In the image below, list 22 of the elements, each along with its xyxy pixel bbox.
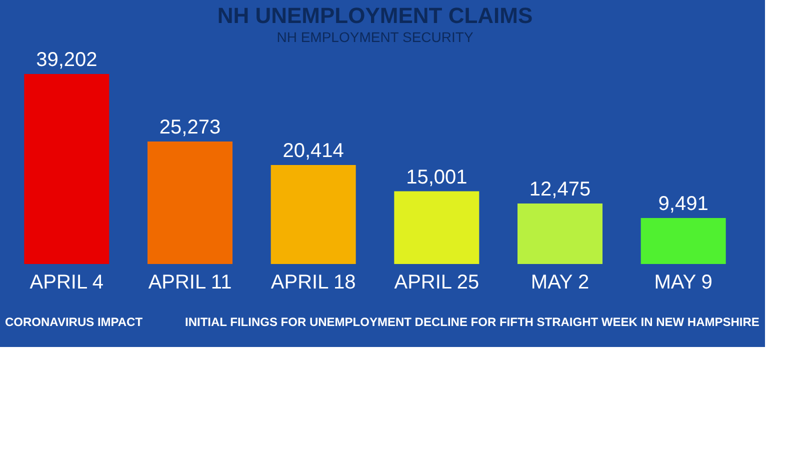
bar <box>24 74 110 264</box>
chart-subtitle: NH EMPLOYMENT SECURITY <box>276 29 474 45</box>
data-label: 12,475 <box>529 178 591 201</box>
bar <box>640 218 726 264</box>
x-tick-label: APRIL 18 <box>270 272 356 294</box>
x-tick-label: MAY 9 <box>654 272 712 294</box>
chart-title: NH UNEMPLOYMENT CLAIMS <box>217 3 533 28</box>
bar <box>270 165 356 264</box>
bar <box>394 191 480 264</box>
data-label: 9,491 <box>658 193 708 215</box>
data-label: 39,202 <box>36 49 98 71</box>
x-tick-label: APRIL 11 <box>148 272 232 294</box>
text: INITIAL FILINGS FOR UNEMPLOYMENT DECLINE FOR FIFTH STRAIGHT WEEK IN NEW HAMPSHIRE <box>185 315 760 329</box>
data-label: 15,001 <box>406 166 468 188</box>
bar <box>518 204 602 264</box>
x-tick-label: APRIL 25 <box>394 272 480 294</box>
x-tick-label: MAY 2 <box>530 272 590 294</box>
x-tick-label: APRIL 4 <box>30 272 104 294</box>
text: CORONAVIRUS IMPACT <box>5 315 144 329</box>
data-label: 25,273 <box>159 116 221 139</box>
data-label: 20,414 <box>282 140 344 162</box>
bar <box>148 142 232 264</box>
